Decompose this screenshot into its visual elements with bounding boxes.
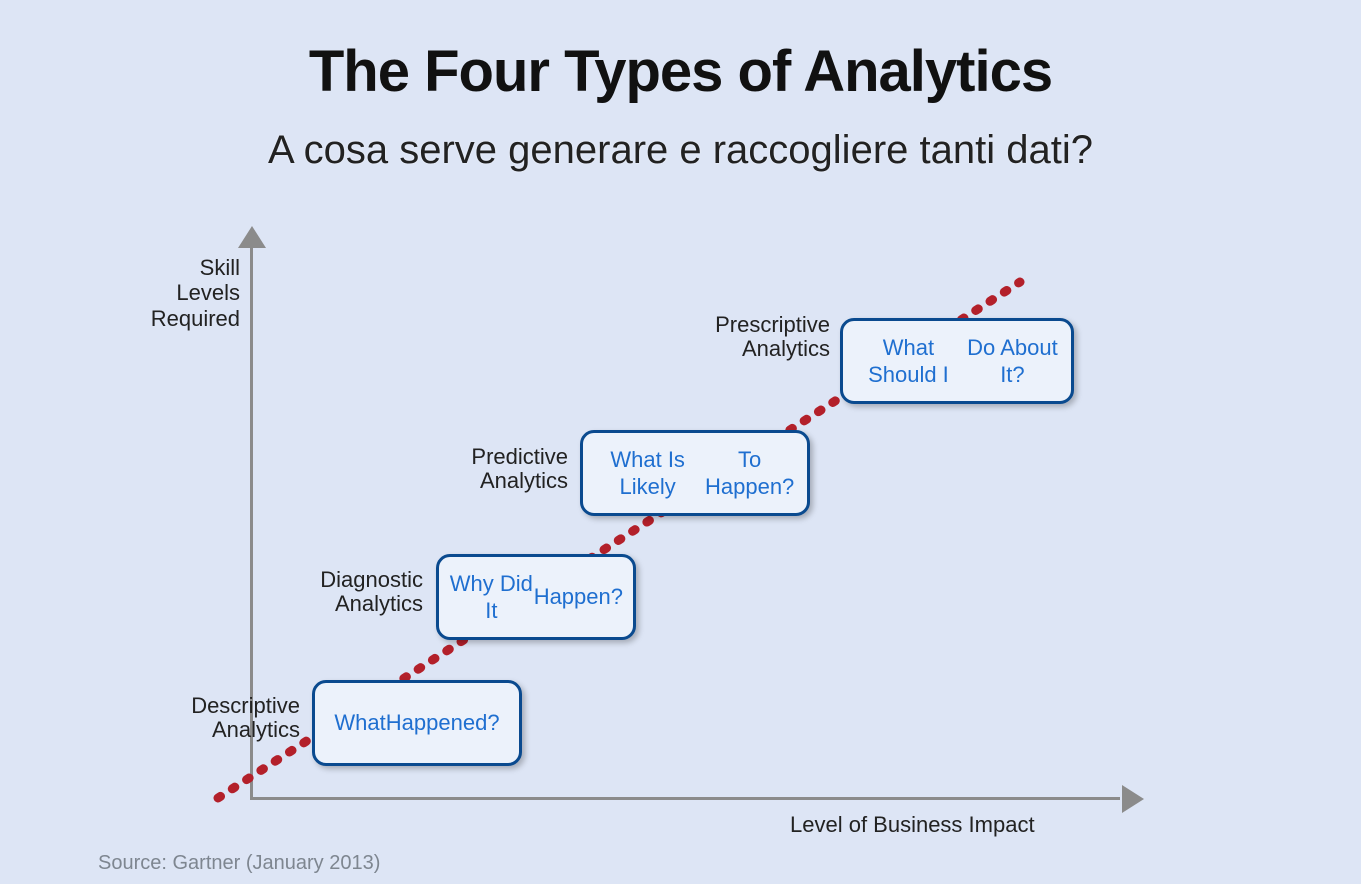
node-label-descriptive: DescriptiveAnalytics xyxy=(170,694,300,742)
x-axis-label: Level of Business Impact xyxy=(790,812,1035,838)
y-axis-arrow-icon xyxy=(238,226,266,248)
y-axis-label: SkillLevelsRequired xyxy=(100,255,240,331)
x-axis xyxy=(250,797,1120,800)
x-axis-arrow-icon xyxy=(1122,785,1144,813)
node-box-predictive: What Is LikelyTo Happen? xyxy=(580,430,810,516)
node-label-predictive: PredictiveAnalytics xyxy=(438,445,568,493)
page-subtitle: A cosa serve generare e raccogliere tant… xyxy=(0,128,1361,173)
node-label-diagnostic: DiagnosticAnalytics xyxy=(293,568,423,616)
node-box-prescriptive: What Should IDo About It? xyxy=(840,318,1074,404)
node-box-diagnostic: Why Did ItHappen? xyxy=(436,554,636,640)
node-label-prescriptive: PrescriptiveAnalytics xyxy=(680,313,830,361)
page-title: The Four Types of Analytics xyxy=(0,38,1361,105)
source-caption: Source: Gartner (January 2013) xyxy=(98,852,380,875)
node-box-descriptive: WhatHappened? xyxy=(312,680,522,766)
